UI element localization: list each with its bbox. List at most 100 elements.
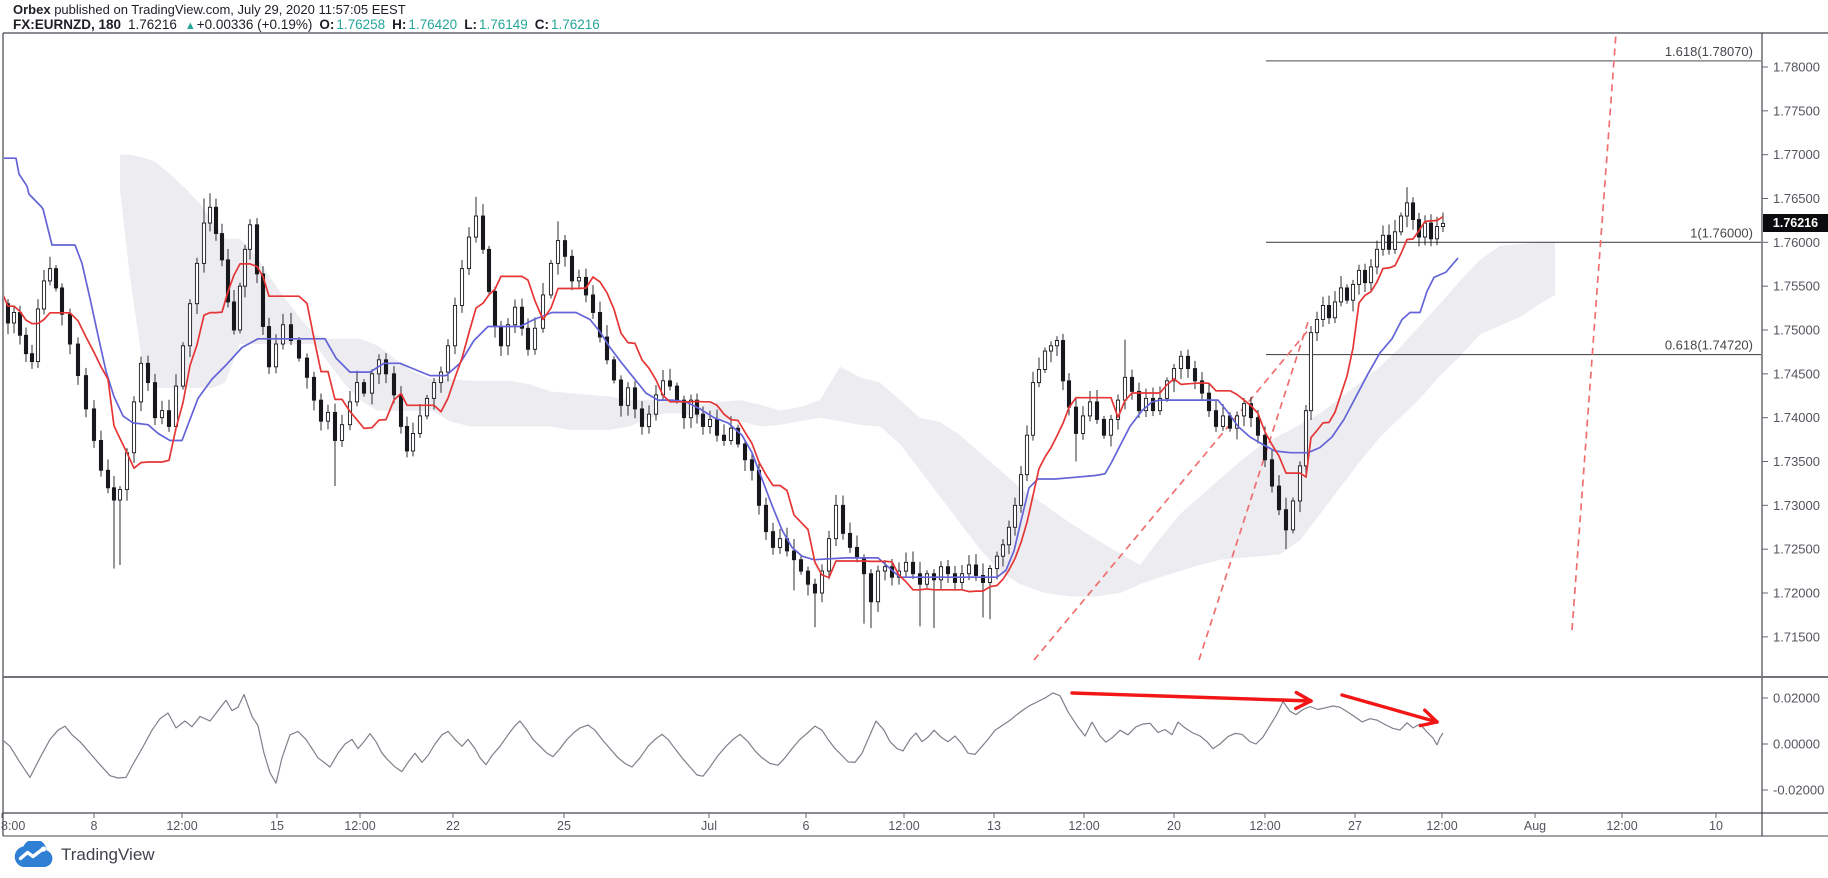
candle-body: [646, 413, 652, 427]
symbol-interval[interactable]: FX:EURNZD, 180: [13, 17, 122, 32]
candle-body: [1157, 397, 1163, 412]
oscillator-axis[interactable]: 0.02000 0.00000 -0.02000: [1762, 691, 1824, 798]
candle-body: [1136, 390, 1142, 412]
price-tick-label: 1.74000: [1773, 410, 1820, 425]
candle-body: [1248, 403, 1254, 419]
candle-body: [266, 326, 272, 368]
price-tick-label: 1.77500: [1773, 103, 1820, 118]
candle-body: [1042, 350, 1048, 370]
candle-body: [1314, 319, 1320, 334]
candle-body: [1428, 222, 1434, 240]
time-tick-label: 27: [1348, 819, 1362, 833]
price-axis[interactable]: 1.78000 1.77500 1.77000 1.76500 1.76000 1.755…: [1762, 60, 1820, 645]
candle-body: [486, 248, 492, 292]
candle-body: [1344, 287, 1350, 301]
candle-body: [1073, 406, 1079, 434]
blue-baseline-indicator[interactable]: [0, 157, 1459, 579]
candle-body: [111, 487, 117, 501]
candle-body: [1171, 368, 1177, 382]
time-tick-label: 12:00: [1249, 819, 1280, 833]
candle-body: [1164, 380, 1170, 399]
candle-body: [1380, 234, 1386, 250]
candle-body: [1000, 544, 1006, 557]
candle-body: [105, 469, 111, 489]
time-tick-label: 13: [987, 819, 1001, 833]
oscillator-pane[interactable]: [2, 692, 1444, 784]
candle-body: [735, 427, 741, 445]
candle-body: [492, 290, 498, 327]
open-value: 1.76258: [336, 17, 386, 32]
candle-body: [35, 308, 41, 363]
candle-body: [512, 306, 518, 326]
candle-body: [569, 255, 575, 282]
last-price-value: 1.76216: [128, 17, 177, 32]
candle-body: [41, 280, 47, 310]
candle-body: [714, 418, 720, 436]
red-conversion-indicator[interactable]: [2, 215, 1444, 593]
candle-body: [688, 399, 694, 419]
candle-body: [1150, 397, 1156, 412]
candle-body: [1199, 380, 1205, 394]
candle-body: [505, 324, 511, 347]
main-pane[interactable]: 1.618(1.78070) 1(1.76000) 0.618(1.74720): [0, 33, 1762, 661]
candle-body: [1434, 226, 1440, 240]
trendline-dashed[interactable]: [1571, 33, 1617, 631]
candle-body: [325, 411, 331, 422]
time-tick-label: 12:00: [1426, 819, 1457, 833]
candle-body: [938, 566, 944, 581]
candle-body: [604, 336, 610, 361]
tradingview-wordmark: TradingView: [61, 845, 155, 864]
candle-body: [1024, 434, 1030, 476]
candle-body: [354, 382, 360, 403]
publisher-name: Orbex: [13, 2, 51, 17]
candle-body: [138, 362, 144, 403]
candle-body: [1404, 202, 1410, 217]
candle-body: [1143, 397, 1149, 412]
candle-body: [117, 489, 123, 501]
candle-body: [17, 312, 23, 336]
candle-body: [1185, 355, 1191, 370]
candle-body: [47, 268, 53, 282]
time-tick-label: 12:00: [888, 819, 919, 833]
candle-body: [700, 413, 706, 427]
divergence-arrow[interactable]: [1340, 693, 1439, 728]
candle-body: [237, 285, 243, 331]
up-triangle-icon: ▲: [184, 20, 196, 32]
candle-body: [1036, 369, 1042, 384]
candle-body: [1087, 401, 1093, 417]
candle-body: [1018, 474, 1024, 506]
time-axis[interactable]: 8:00 8 12:00 15 12:00 22 25 Jul 6 12:00 13 12:00 20 1…: [1, 813, 1723, 833]
candle-body: [383, 359, 389, 375]
candle-body: [247, 224, 253, 250]
candle-body: [840, 504, 846, 534]
candle-body: [1386, 234, 1392, 250]
candle-body: [667, 380, 673, 387]
close-value: 1.76216: [551, 17, 600, 32]
time-tick-label: 20: [1167, 819, 1181, 833]
candle-body: [548, 262, 554, 296]
candle-body: [1338, 287, 1344, 303]
price-tick-label: 1.71500: [1773, 629, 1820, 644]
candle-body: [339, 424, 345, 441]
time-tick-label: 10: [1709, 819, 1723, 833]
candle-body: [1297, 465, 1303, 502]
candle-body: [917, 573, 923, 585]
candle-body: [1115, 399, 1121, 420]
candle-body: [882, 566, 888, 572]
divergence-arrow[interactable]: [1070, 690, 1313, 711]
chart-header: Orbex published on TradingView.com, July…: [13, 2, 600, 34]
candle-body: [1356, 269, 1362, 285]
candle-body: [288, 324, 294, 341]
price-tick-label: 1.74500: [1773, 366, 1820, 381]
candle-body: [91, 408, 97, 441]
tradingview-logo[interactable]: TradingView: [13, 841, 155, 869]
candle-body: [361, 382, 367, 394]
price-tick-label: 1.75500: [1773, 279, 1820, 294]
candle-body: [280, 324, 286, 345]
candle-body: [1241, 403, 1247, 417]
candle-body: [1440, 222, 1446, 228]
candle-body: [260, 273, 266, 327]
candle-body: [29, 353, 35, 363]
time-tick-label: 12:00: [344, 819, 375, 833]
